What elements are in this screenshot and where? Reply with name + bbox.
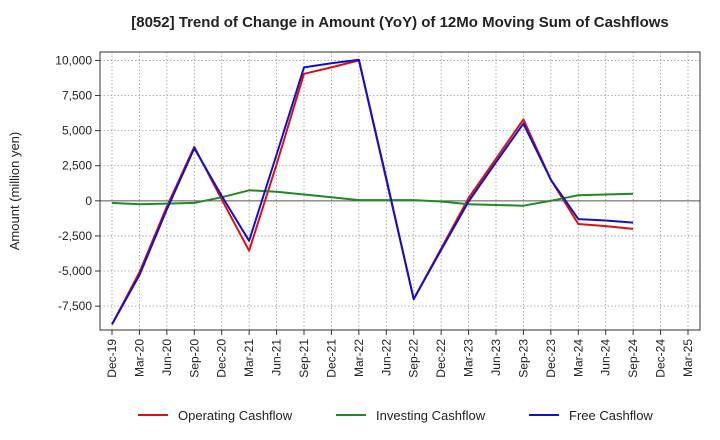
x-tick-label: Mar-24 — [571, 339, 585, 377]
x-tick-label: Jun-22 — [379, 339, 393, 376]
x-tick-label: Dec-20 — [215, 339, 229, 378]
x-tick-label: Sep-21 — [297, 339, 311, 378]
y-tick-label: -2,500 — [58, 229, 92, 243]
grid — [100, 52, 700, 330]
x-tick-label: Sep-23 — [516, 339, 530, 378]
series-lines — [111, 58, 634, 325]
legend-label-free-cashflow: Free Cashflow — [569, 408, 653, 423]
x-tick-label: Mar-22 — [352, 339, 366, 377]
x-tick-label: Jun-20 — [160, 339, 174, 376]
x-tick-label: Dec-19 — [105, 339, 119, 378]
y-tick-label: 10,000 — [55, 53, 92, 67]
y-axis-label: Amount (million yen) — [7, 132, 22, 251]
series-line-free-cashflow — [111, 58, 634, 325]
x-tick-label: Jun-24 — [599, 339, 613, 376]
y-tick-label: 2,500 — [62, 159, 92, 173]
x-tick-label: Mar-20 — [132, 339, 146, 377]
x-tick-label: Jun-23 — [489, 339, 503, 376]
legend-label-operating-cashflow: Operating Cashflow — [178, 408, 293, 423]
plot-area — [100, 52, 700, 330]
x-tick-label: Sep-24 — [626, 339, 640, 378]
y-tick-label: 0 — [85, 194, 92, 208]
x-tick-label: Mar-25 — [681, 339, 695, 377]
x-tick-label: Sep-22 — [407, 339, 421, 378]
x-tick-label: Dec-23 — [544, 339, 558, 378]
y-tick-label: -7,500 — [58, 299, 92, 313]
x-tick-label: Mar-23 — [462, 339, 476, 377]
x-tick-label: Dec-22 — [434, 339, 448, 378]
y-tick-label: 5,000 — [62, 124, 92, 138]
x-tick-label: Sep-20 — [187, 339, 201, 378]
plot-frame — [99, 51, 701, 331]
chart-title: [8052] Trend of Change in Amount (YoY) o… — [131, 14, 669, 31]
legend-label-investing-cashflow: Investing Cashflow — [376, 408, 486, 423]
x-axis-ticks: Dec-19 Mar-20 Jun-20 Sep-20 Dec-20 Mar-21 Jun-… — [105, 330, 695, 378]
legend: Operating Cashflow Investing Cashflow Free… — [138, 408, 653, 423]
series-line-investing-cashflow — [111, 189, 634, 207]
y-tick-label: 7,500 — [62, 89, 92, 103]
y-axis-ticks: 10,000 7,500 5,000 2,500 0 -2,500 -5,000 -7,500 — [55, 53, 100, 313]
y-tick-label: -5,000 — [58, 264, 92, 278]
x-tick-label: Mar-21 — [242, 339, 256, 377]
x-tick-label: Jun-21 — [270, 339, 284, 376]
x-tick-label: Dec-21 — [324, 339, 338, 378]
x-tick-label: Dec-24 — [654, 339, 668, 378]
